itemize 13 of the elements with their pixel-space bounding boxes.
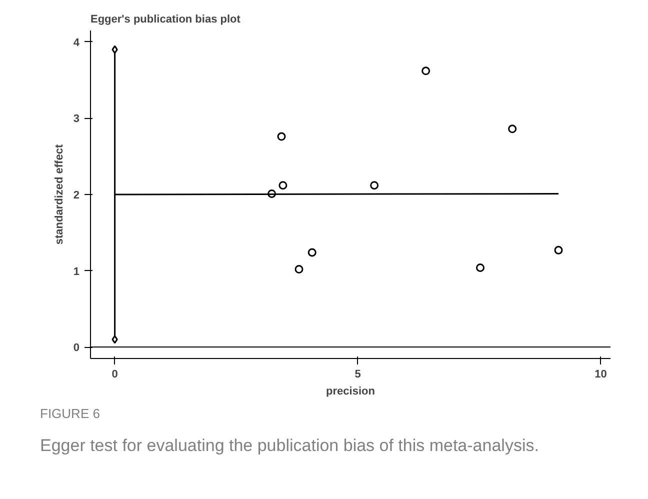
x-tick-label: 5	[354, 368, 361, 380]
text: Egger test for evaluating the publication bias of this meta-analysis.	[40, 434, 539, 457]
x-tick-label: 0	[112, 368, 118, 380]
y-tick-label: 0	[73, 342, 80, 354]
x-tick-label: 10	[594, 368, 607, 380]
y-axis-title: standardized effect	[53, 144, 66, 245]
y-tick-label: 1	[73, 266, 80, 278]
chart-title: Egger's publication bias plot	[90, 14, 241, 26]
y-tick-label: 2	[73, 190, 80, 202]
y-tick-label: 4	[73, 36, 80, 49]
caption: FIGURE 6	[40, 405, 100, 423]
x-axis-title: precision	[326, 386, 376, 398]
y-tick-label: 3	[73, 113, 80, 126]
